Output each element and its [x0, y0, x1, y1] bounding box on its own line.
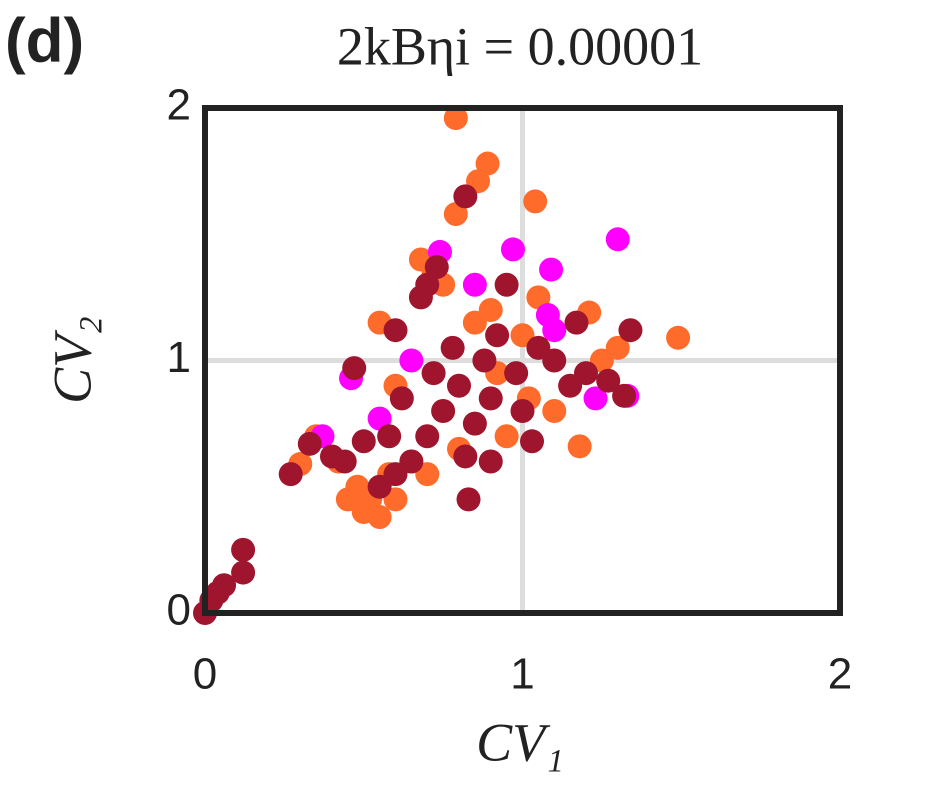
x-tick-label: 1 [510, 650, 534, 699]
point [415, 424, 440, 449]
point [574, 361, 598, 386]
point [596, 368, 621, 393]
point [431, 399, 456, 423]
point [494, 272, 519, 297]
point [542, 318, 567, 343]
x-tick-label: 0 [193, 650, 217, 699]
plot-frame [202, 105, 843, 616]
point [367, 505, 392, 530]
x-tick-label: 2 [828, 650, 852, 699]
point [367, 474, 392, 499]
point [453, 444, 478, 469]
point [504, 361, 529, 386]
point [367, 406, 392, 431]
point [447, 373, 471, 398]
point [618, 318, 643, 343]
point [351, 429, 376, 454]
point [605, 335, 630, 360]
point [564, 310, 589, 335]
point [500, 237, 525, 262]
point [456, 487, 481, 512]
point [472, 348, 497, 373]
point [377, 424, 402, 449]
point [389, 386, 414, 411]
point [462, 310, 487, 335]
point [424, 255, 449, 280]
point [297, 431, 322, 456]
chart-title: 2kBηi = 0.00001 [337, 16, 703, 76]
point [383, 318, 408, 343]
point [478, 449, 503, 474]
point [462, 272, 487, 297]
y-tick-label: 2 [167, 81, 191, 130]
point [332, 449, 357, 474]
point [523, 189, 548, 214]
point [494, 424, 519, 449]
point [212, 573, 237, 598]
point [342, 356, 367, 381]
point [278, 462, 303, 487]
point [443, 202, 468, 227]
point [612, 383, 637, 408]
point [443, 106, 468, 131]
y-axis-label: CV₂ [42, 316, 102, 404]
point [510, 399, 535, 423]
point [453, 184, 478, 209]
point [605, 227, 630, 252]
point [399, 348, 424, 373]
point [542, 399, 567, 423]
y-tick-label: 1 [167, 333, 191, 382]
point [526, 285, 551, 310]
point [666, 325, 691, 350]
point [462, 411, 487, 436]
point [478, 386, 503, 411]
point [421, 361, 446, 386]
point [475, 151, 500, 176]
point [485, 323, 510, 348]
point [440, 335, 465, 360]
point [526, 335, 551, 360]
point [231, 537, 256, 562]
point [231, 560, 256, 585]
point [520, 429, 545, 454]
point [539, 257, 564, 282]
point [408, 285, 433, 310]
x-axis-label: CV₁ [476, 712, 564, 772]
panel-label: (d) [5, 6, 84, 75]
point [567, 434, 592, 459]
y-tick-label: 0 [167, 586, 191, 635]
point [583, 386, 608, 411]
